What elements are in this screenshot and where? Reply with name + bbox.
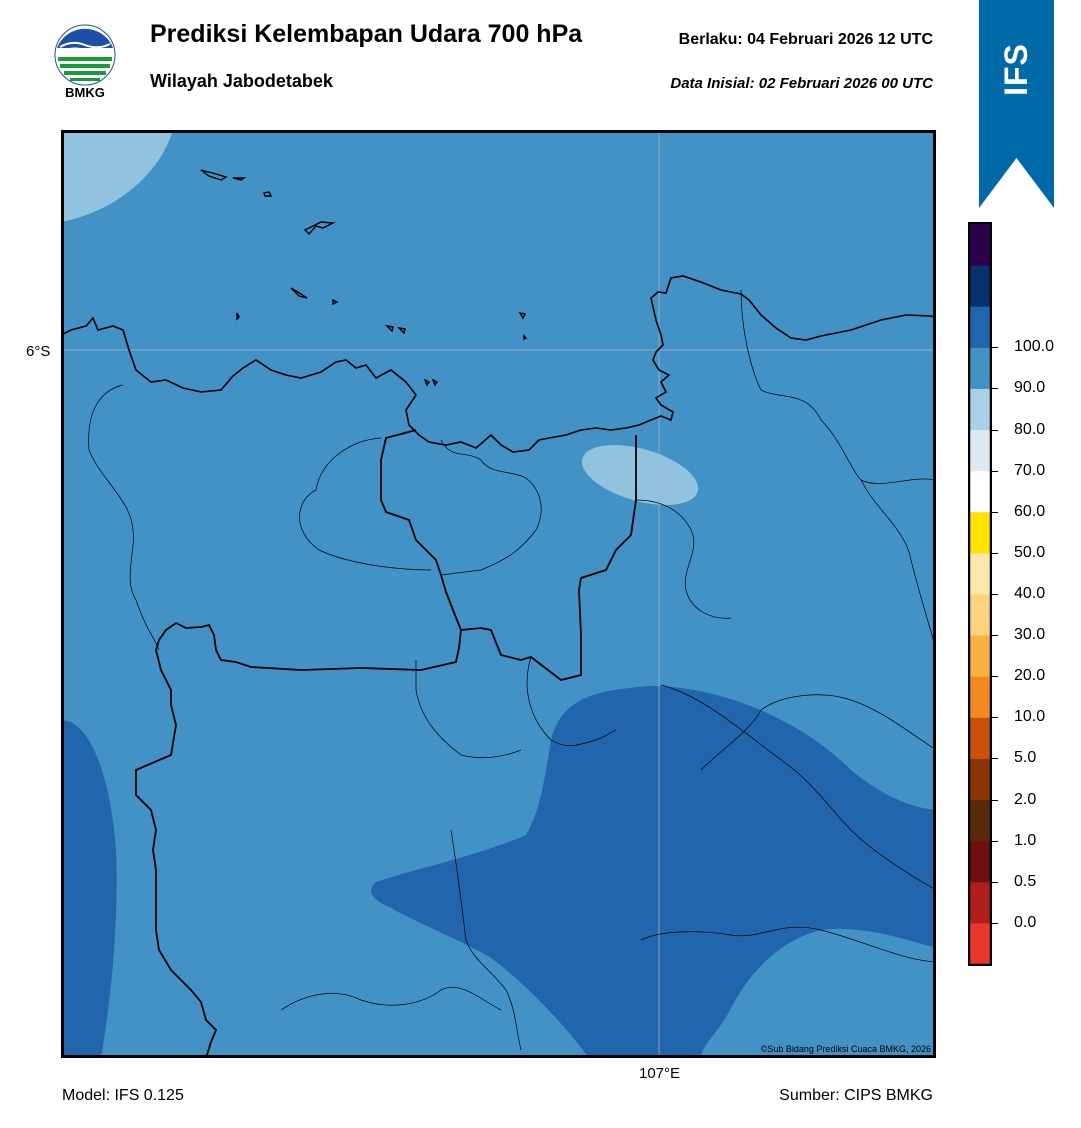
colorbar-bin bbox=[970, 881, 990, 924]
colorbar-tick bbox=[992, 470, 998, 472]
island-11 bbox=[523, 334, 528, 341]
humidity-field-60-70-nw bbox=[61, 130, 173, 222]
humidity-field-80-90-south bbox=[371, 686, 936, 1058]
province-boundary bbox=[135, 429, 462, 1058]
island-9 bbox=[396, 326, 406, 335]
map-frame bbox=[61, 130, 936, 1058]
map-title: Prediksi Kelembapan Udara 700 hPa bbox=[150, 20, 583, 48]
colorbar bbox=[968, 222, 992, 966]
province-boundary-jakarta-east bbox=[460, 435, 637, 681]
colorbar-tick-label: 50.0 bbox=[1014, 543, 1046, 561]
logo-text: BMKG bbox=[65, 85, 105, 100]
colorbar-tick-label: 80.0 bbox=[1014, 420, 1046, 438]
colorbar-bin bbox=[970, 717, 990, 759]
colorbar-tick-label: 90.0 bbox=[1014, 379, 1046, 397]
ribbon-shape bbox=[979, 0, 1054, 208]
colorbar-tick bbox=[992, 347, 998, 349]
lon-label-107e: 107°E bbox=[639, 1065, 681, 1082]
colorbar-frame bbox=[968, 222, 992, 966]
colorbar-tick bbox=[992, 511, 998, 513]
source-label: Sumber: CIPS BMKG bbox=[779, 1087, 933, 1104]
colorbar-bin bbox=[970, 306, 990, 348]
colorbar-tick-label: 100.0 bbox=[1014, 338, 1055, 356]
island-6 bbox=[332, 298, 339, 306]
colorbar-tick-label: 0.5 bbox=[1014, 872, 1037, 890]
colorbar-bin bbox=[970, 594, 990, 636]
ifs-ribbon bbox=[979, 0, 1054, 208]
ribbon-label: IFS bbox=[979, 34, 1054, 104]
island-5 bbox=[290, 287, 308, 299]
colorbar-tick-label: 2.0 bbox=[1014, 790, 1037, 808]
colorbar-tick bbox=[992, 676, 998, 678]
colorbar-tick bbox=[992, 922, 998, 924]
colorbar-tick-label: 70.0 bbox=[1014, 461, 1046, 479]
colorbar-bin bbox=[970, 429, 990, 472]
colorbar-tick-label: 20.0 bbox=[1014, 667, 1046, 685]
island-3 bbox=[263, 191, 273, 197]
colorbar-tick bbox=[992, 429, 998, 431]
coastline bbox=[61, 275, 936, 453]
bmkg-logo bbox=[54, 24, 116, 86]
island-1 bbox=[200, 169, 228, 181]
ribbon-text: IFS bbox=[998, 42, 1034, 96]
colorbar-bin bbox=[970, 552, 990, 595]
colorbar-bin bbox=[970, 511, 990, 554]
colorbar-tick bbox=[992, 388, 998, 390]
colorbar-tick-label: 40.0 bbox=[1014, 585, 1046, 602]
colorbar-tick bbox=[992, 840, 998, 842]
copyright-text: ©Sub Bidang Prediksi Cuaca BMKG, 2026 bbox=[760, 1044, 931, 1054]
colorbar-bin bbox=[970, 799, 990, 842]
lat-label-6s: 6°S bbox=[26, 343, 51, 360]
colorbar-tick bbox=[992, 758, 998, 760]
valid-time: Berlaku: 04 Februari 2026 12 UTC bbox=[678, 31, 933, 48]
colorbar-bin bbox=[970, 347, 990, 389]
map-subtitle: Wilayah Jabodetabek bbox=[150, 71, 333, 91]
island-4 bbox=[303, 221, 336, 236]
colorbar-bin bbox=[970, 676, 990, 718]
model-label: Model: IFS 0.125 bbox=[62, 1087, 184, 1104]
colorbar-bin bbox=[970, 388, 990, 431]
humidity-field-60-70-center bbox=[581, 445, 699, 505]
colorbar-tick bbox=[992, 799, 998, 801]
island-12 bbox=[423, 378, 431, 387]
colorbar-tick-label: 0.0 bbox=[1014, 913, 1037, 931]
colorbar-tick-label: 30.0 bbox=[1014, 626, 1046, 644]
colorbar-tick bbox=[992, 594, 998, 595]
island-13 bbox=[431, 378, 439, 387]
colorbar-tick bbox=[992, 552, 998, 554]
init-time: Data Inisial: 02 Februari 2026 00 UTC bbox=[670, 75, 933, 92]
island-8 bbox=[384, 324, 394, 333]
colorbar-bin bbox=[970, 922, 990, 965]
colorbar-tick-label: 5.0 bbox=[1014, 749, 1037, 767]
island-10 bbox=[518, 312, 527, 320]
colorbar-bin bbox=[970, 758, 990, 801]
humidity-map bbox=[61, 130, 936, 1058]
colorbar-tick-label: 60.0 bbox=[1014, 502, 1046, 520]
colorbar-tick bbox=[992, 717, 998, 719]
island-2 bbox=[232, 177, 247, 181]
colorbar-tick bbox=[992, 881, 998, 883]
district-boundaries bbox=[88, 289, 936, 1051]
island-7 bbox=[236, 312, 240, 321]
colorbar-tick bbox=[992, 635, 998, 637]
colorbar-bin bbox=[970, 224, 990, 266]
colorbar-bin bbox=[970, 840, 990, 883]
colorbar-bin bbox=[970, 265, 990, 307]
colorbar-bin bbox=[970, 635, 990, 677]
humidity-field-80-90-west bbox=[61, 720, 117, 1058]
colorbar-tick-label: 10.0 bbox=[1014, 708, 1046, 726]
colorbar-tick-label: 1.0 bbox=[1014, 831, 1037, 849]
colorbar-bin bbox=[970, 470, 990, 513]
